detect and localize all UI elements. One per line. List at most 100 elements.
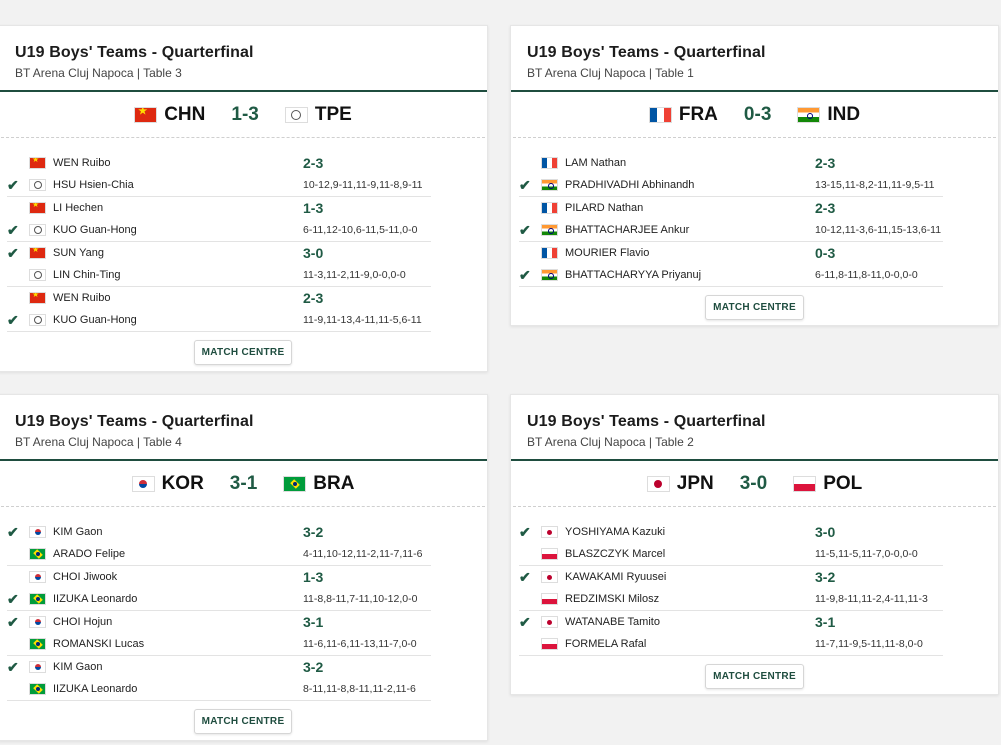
player-line: PILARD Nathan 2-3 [519, 197, 943, 219]
match-row[interactable]: ✔ YOSHIYAMA Kazuki 3-0 BLASZCZYK Marcel 11-5… [519, 521, 943, 566]
player-name[interactable]: FORMELA Rafal [565, 638, 647, 650]
chn-flag-icon [29, 157, 46, 169]
match-row[interactable]: ✔ KAWAKAMI Ryuusei 3-2 REDZIMSKI Milosz 11-9… [519, 566, 943, 611]
match-row[interactable]: ✔ KIM Gaon 3-2 IIZUKA Leonardo 8-11,11-8,8-1… [7, 656, 431, 701]
player-line: ✔ YOSHIYAMA Kazuki 3-0 [519, 521, 943, 543]
player-line: ✔ KUO Guan-Hong 11-9,11-13,4-11,11-5,6-11 [7, 309, 431, 331]
match-result: 3-0 [303, 245, 324, 261]
match-centre-button[interactable]: MATCH CENTRE [193, 709, 293, 734]
player-name[interactable]: KIM Gaon [53, 526, 103, 538]
fra-flag-icon [648, 106, 672, 123]
player-line: ✔ BHATTACHARJEE Ankur 10-12,11-3,6-11,15-1… [519, 219, 943, 241]
match-centre-button[interactable]: MATCH CENTRE [193, 340, 293, 365]
check-icon: ✔ [7, 244, 19, 261]
player-name[interactable]: KUO Guan-Hong [53, 314, 137, 326]
match-centre-button[interactable]: MATCH CENTRE [705, 295, 804, 320]
player-name[interactable]: BLASZCZYK Marcel [565, 548, 666, 560]
team-code: KOR [161, 472, 204, 494]
player-line: BLASZCZYK Marcel 11-5,11-5,11-7,0-0,0-0 [519, 543, 943, 565]
player-name[interactable]: IIZUKA Leonardo [53, 683, 138, 695]
check-icon: ✔ [7, 613, 19, 630]
team-score: 0-3 [743, 103, 772, 125]
button-wrap: MATCH CENTRE [511, 295, 998, 320]
player-name[interactable]: LAM Nathan [565, 157, 627, 169]
team-code: CHN [164, 103, 206, 125]
check-icon: ✔ [7, 658, 19, 675]
team-home: KOR [131, 472, 204, 495]
player-name[interactable]: KUO Guan-Hong [53, 224, 137, 236]
pol-flag-icon [541, 593, 558, 605]
match-row[interactable]: CHOI Jiwook 1-3 ✔ IIZUKA Leonardo 11-8,8-11,… [7, 566, 431, 611]
bra-flag-icon [29, 593, 46, 605]
player-line: ✔ BHATTACHARYYA Priyanuj 6-11,8-11,8-11,0-… [519, 264, 943, 286]
match-result: 0-3 [815, 245, 836, 261]
player-name[interactable]: BHATTACHARYYA Priyanuj [565, 269, 702, 281]
player-name[interactable]: LIN Chin-Ting [53, 269, 121, 281]
match-row[interactable]: ✔ CHOI Hojun 3-1 ROMANSKI Lucas 11-6,11-6,11… [7, 611, 431, 656]
player-name[interactable]: LI Hechen [53, 202, 104, 214]
match-row[interactable]: ✔ SUN Yang 3-0 LIN Chin-Ting 11-3,11-2,11-9,… [7, 242, 431, 287]
match-row[interactable]: LI Hechen 1-3 ✔ KUO Guan-Hong 6-11,12-10,6-1… [7, 197, 431, 242]
player-name[interactable]: ROMANSKI Lucas [53, 638, 145, 650]
kor-flag-icon [29, 526, 46, 538]
chn-flag-icon [29, 202, 46, 214]
bra-flag-icon [29, 548, 46, 560]
match-row[interactable]: ✔ KIM Gaon 3-2 ARADO Felipe 4-11,10-12,11-2,… [7, 521, 431, 566]
tpe-flag-icon [29, 269, 46, 281]
player-line: ✔ KUO Guan-Hong 6-11,12-10,6-11,5-11,0-0 [7, 219, 431, 241]
jpn-flag-icon [541, 571, 558, 583]
player-name[interactable]: WATANABE Tamito [565, 616, 660, 628]
player-line: LAM Nathan 2-3 [519, 152, 943, 174]
pol-flag-icon [793, 475, 817, 492]
match-row[interactable]: ✔ WATANABE Tamito 3-1 FORMELA Rafal 11-7,11-… [519, 611, 943, 656]
player-name[interactable]: WEN Ruibo [53, 292, 111, 304]
player-name[interactable]: WEN Ruibo [53, 157, 111, 169]
player-name[interactable]: CHOI Hojun [53, 616, 113, 628]
check-icon: ✔ [7, 176, 19, 193]
player-name[interactable]: KAWAKAMI Ryuusei [565, 571, 667, 583]
match-card: U19 Boys' Teams - Quarterfinal BT Arena C… [510, 25, 999, 326]
player-line: ROMANSKI Lucas 11-6,11-6,11-13,11-7,0-0 [7, 633, 431, 655]
player-name[interactable]: CHOI Jiwook [53, 571, 118, 583]
match-row[interactable]: PILARD Nathan 2-3 ✔ BHATTACHARJEE Ankur 10-1… [519, 197, 943, 242]
set-scores: 11-9,8-11,11-2,4-11,11-3 [815, 593, 928, 605]
check-icon: ✔ [519, 266, 531, 283]
chn-flag-icon [29, 292, 46, 304]
player-name[interactable]: REDZIMSKI Milosz [565, 593, 660, 605]
player-name[interactable]: PRADHIVADHI Abhinandh [565, 179, 695, 191]
card-header: U19 Boys' Teams - Quarterfinal BT Arena C… [0, 395, 487, 461]
player-line: LI Hechen 1-3 [7, 197, 431, 219]
match-result: 2-3 [303, 155, 324, 171]
match-row[interactable]: LAM Nathan 2-3 ✔ PRADHIVADHI Abhinandh 13-15… [519, 152, 943, 197]
player-name[interactable]: YOSHIYAMA Kazuki [565, 526, 666, 538]
match-result: 1-3 [303, 569, 324, 585]
match-row[interactable]: MOURIER Flavio 0-3 ✔ BHATTACHARYYA Priyanuj… [519, 242, 943, 287]
set-scores: 11-8,8-11,7-11,10-12,0-0 [303, 593, 418, 605]
player-name[interactable]: PILARD Nathan [565, 202, 644, 214]
team-away: POL [793, 473, 862, 495]
player-name[interactable]: IIZUKA Leonardo [53, 593, 138, 605]
team-code: POL [823, 472, 863, 494]
card-header: U19 Boys' Teams - Quarterfinal BT Arena C… [0, 26, 487, 92]
match-result: 3-0 [815, 524, 836, 540]
check-icon: ✔ [519, 568, 531, 585]
check-icon: ✔ [7, 523, 19, 540]
player-name[interactable]: KIM Gaon [53, 661, 103, 673]
match-row[interactable]: WEN Ruibo 2-3 ✔ HSU Hsien-Chia 10-12,9-11,11… [7, 152, 431, 197]
match-result: 1-3 [303, 200, 324, 216]
player-name[interactable]: HSU Hsien-Chia [53, 179, 134, 191]
player-name[interactable]: BHATTACHARJEE Ankur [565, 224, 690, 236]
check-icon: ✔ [519, 221, 531, 238]
tpe-flag-icon [284, 106, 308, 123]
set-scores: 8-11,11-8,8-11,11-2,11-6 [303, 683, 416, 695]
player-name[interactable]: ARADO Felipe [53, 548, 126, 560]
player-name[interactable]: MOURIER Flavio [565, 247, 650, 259]
match-result: 3-2 [815, 569, 836, 585]
match-centre-button[interactable]: MATCH CENTRE [705, 664, 804, 689]
fra-flag-icon [541, 157, 558, 169]
bra-flag-icon [29, 638, 46, 650]
player-name[interactable]: SUN Yang [53, 247, 104, 259]
match-row[interactable]: WEN Ruibo 2-3 ✔ KUO Guan-Hong 11-9,11-13,4-1… [7, 287, 431, 332]
score-row: JPN 3-0 POL [513, 461, 996, 507]
tpe-flag-icon [29, 224, 46, 236]
